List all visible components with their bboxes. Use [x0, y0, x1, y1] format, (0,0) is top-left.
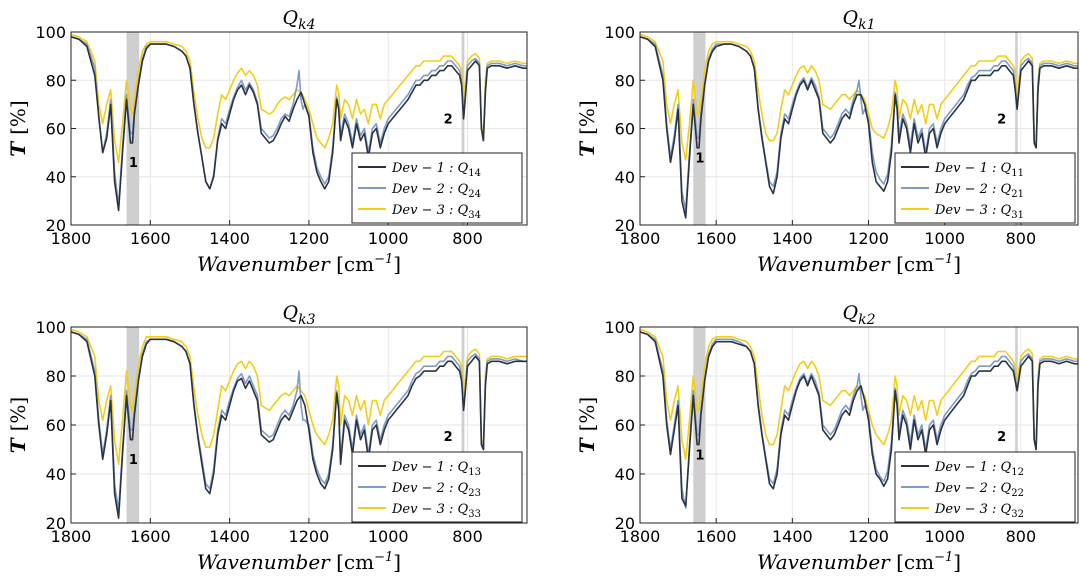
y-tick-label: 80 [615, 71, 635, 90]
band-label-2: 2 [997, 113, 1006, 128]
x-tick-label: 1800 [620, 229, 661, 248]
y-tick-label: 40 [615, 465, 635, 484]
panel-qk3: 1 2 20 40 60 80 100 1800 1600 1400 1200 1000 800 Qk3 W… [6, 302, 528, 574]
y-axis-label: T [%] [575, 100, 599, 156]
x-tick-label: 1600 [130, 527, 171, 546]
legend: Dev − 1 : Q13 Dev − 2 : Q23 Dev − 3 : Q33 [351, 451, 523, 523]
x-axis-label: Wavenumber [cm−1] [757, 252, 961, 276]
y-tick-label: 80 [615, 367, 635, 386]
y-tick-label: 80 [46, 71, 66, 90]
legend-entry: Dev − 3 : Q33 [391, 502, 481, 520]
x-tick-label: 800 [1006, 527, 1037, 546]
y-tick-label: 20 [615, 216, 635, 235]
series-line-dev-1 [71, 331, 527, 519]
band-label-1: 1 [695, 151, 704, 166]
y-tick-label: 100 [35, 23, 66, 42]
panel-qk4: 1 2 20 40 60 80 100 1800 1600 1400 1200 1000 800 Qk4 W… [6, 7, 528, 276]
band-label-2: 2 [444, 430, 453, 445]
legend-entry: Dev − 3 : Q34 [391, 203, 481, 221]
y-axis-label: T [%] [575, 397, 599, 453]
x-tick-label: 1200 [289, 229, 330, 248]
y-tick-label: 60 [46, 120, 66, 139]
y-tick-label: 60 [46, 416, 66, 435]
x-tick-label: 800 [1006, 229, 1037, 248]
band-label-1: 1 [129, 453, 138, 468]
y-tick-label: 100 [35, 318, 66, 337]
series-line-dev-1 [640, 331, 1078, 507]
x-tick-label: 1800 [51, 229, 92, 248]
x-tick-label: 1400 [772, 527, 813, 546]
panel-qk2: 1 2 20 40 60 80 100 1800 1600 1400 1200 1000 800 Qk2 W… [575, 302, 1079, 574]
x-tick-label: 1600 [696, 229, 737, 248]
legend-entry: Dev − 1 : Q11 [934, 161, 1024, 179]
x-tick-label: 1000 [368, 527, 409, 546]
x-tick-label: 1800 [51, 527, 92, 546]
band-label-2: 2 [444, 113, 453, 128]
legend-entry: Dev − 2 : Q21 [934, 182, 1024, 200]
x-tick-label: 1600 [130, 229, 171, 248]
x-tick-label: 800 [452, 229, 483, 248]
chart-title: Qk2 [843, 302, 876, 328]
series-line-dev-3 [640, 33, 1078, 161]
y-tick-label: 40 [615, 168, 635, 187]
band-label-1: 1 [129, 156, 138, 171]
y-tick-label: 80 [46, 367, 66, 386]
series-line-dev-2 [640, 331, 1078, 510]
x-tick-label: 800 [452, 527, 483, 546]
band-2 [1015, 327, 1018, 523]
series-line-dev-3 [71, 33, 527, 164]
legend-entry: Dev − 1 : Q13 [391, 460, 481, 478]
series-line-dev-2 [640, 36, 1078, 212]
x-tick-label: 1400 [772, 229, 813, 248]
legend-entry: Dev − 3 : Q32 [934, 502, 1024, 520]
x-tick-label: 1200 [848, 229, 889, 248]
y-axis-label: T [%] [6, 100, 30, 156]
chart-title: Qk3 [283, 302, 316, 328]
legend-entry: Dev − 1 : Q14 [391, 161, 481, 179]
band-label-2: 2 [997, 430, 1006, 445]
x-axis-label: Wavenumber [cm−1] [197, 550, 401, 574]
y-tick-label: 100 [604, 23, 635, 42]
y-tick-label: 20 [46, 514, 66, 533]
x-tick-label: 1000 [924, 229, 965, 248]
series-line-dev-3 [71, 328, 527, 465]
x-axis-label: Wavenumber [cm−1] [757, 550, 961, 574]
legend-entry: Dev − 2 : Q24 [391, 182, 481, 200]
y-tick-label: 60 [615, 416, 635, 435]
series-line-dev-1 [640, 36, 1078, 219]
x-tick-label: 1200 [848, 527, 889, 546]
y-tick-label: 40 [46, 168, 66, 187]
x-tick-label: 1000 [924, 527, 965, 546]
x-axis-label: Wavenumber [cm−1] [197, 252, 401, 276]
y-tick-label: 100 [604, 318, 635, 337]
series-line-dev-1 [71, 36, 527, 212]
band-2 [1015, 32, 1018, 225]
y-tick-label: 20 [615, 514, 635, 533]
legend-entry: Dev − 2 : Q22 [934, 481, 1024, 499]
legend-entry: Dev − 3 : Q31 [934, 203, 1024, 221]
y-tick-label: 40 [46, 465, 66, 484]
series-line-dev-3 [640, 328, 1078, 461]
y-tick-label: 60 [615, 120, 635, 139]
x-tick-label: 1000 [368, 229, 409, 248]
y-tick-label: 20 [46, 216, 66, 235]
chart-title: Qk4 [283, 7, 316, 33]
band-2 [461, 32, 465, 225]
chart-title: Qk1 [843, 7, 876, 33]
y-axis-label: T [%] [6, 397, 30, 453]
x-tick-label: 1600 [696, 527, 737, 546]
panel-qk1: 1 2 20 40 60 80 100 1800 1600 1400 1200 1000 800 Qk1 W… [575, 7, 1079, 276]
legend: Dev − 1 : Q14 Dev − 2 : Q24 Dev − 3 : Q34 [351, 152, 523, 224]
legend-entry: Dev − 2 : Q23 [391, 481, 481, 499]
band-2 [461, 327, 465, 523]
legend: Dev − 1 : Q12 Dev − 2 : Q22 Dev − 3 : Q32 [894, 451, 1076, 523]
x-tick-label: 1200 [289, 527, 330, 546]
band-label-1: 1 [695, 448, 704, 463]
x-tick-label: 1400 [209, 527, 250, 546]
legend: Dev − 1 : Q11 Dev − 2 : Q21 Dev − 3 : Q31 [894, 152, 1076, 224]
x-tick-label: 1800 [620, 527, 661, 546]
x-tick-label: 1400 [209, 229, 250, 248]
legend-entry: Dev − 1 : Q12 [934, 460, 1024, 478]
